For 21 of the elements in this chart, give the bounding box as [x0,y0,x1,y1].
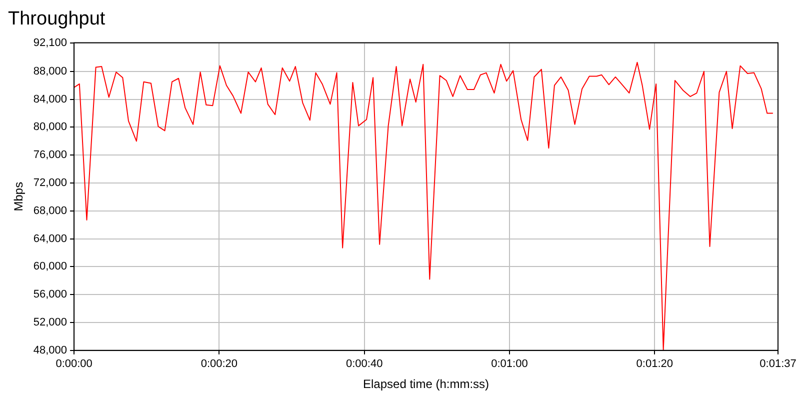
x-tick-label: 0:00:20 [200,358,238,370]
y-tick-label: 68,000 [33,204,68,217]
y-tick-label: 76,000 [33,149,68,162]
chart-title: Throughput [8,8,106,30]
x-tick-label: 0:01:00 [491,358,528,370]
y-tick-label: 80,000 [33,121,68,134]
y-tick-label: 48,000 [33,344,68,356]
y-tick-label: 72,000 [33,177,68,190]
y-tick-label: 84,000 [33,93,68,106]
y-axis-title: Mbps [12,182,26,212]
x-axis-title: Elapsed time (h:mm:ss) [363,377,490,392]
y-tick-label: 92,100 [33,36,68,49]
y-tick-label: 52,000 [33,316,68,329]
y-tick-label: 64,000 [33,232,68,245]
x-tick-label: 0:01:20 [636,358,673,370]
x-tick-label: 0:01:37 [760,358,796,370]
x-tick-label: 0:00:40 [346,358,383,370]
y-tick-label: 60,000 [33,260,68,273]
x-tick-label: 0:00:00 [56,358,92,370]
y-tick-label: 88,000 [33,65,68,78]
y-tick-label: 56,000 [33,288,68,301]
